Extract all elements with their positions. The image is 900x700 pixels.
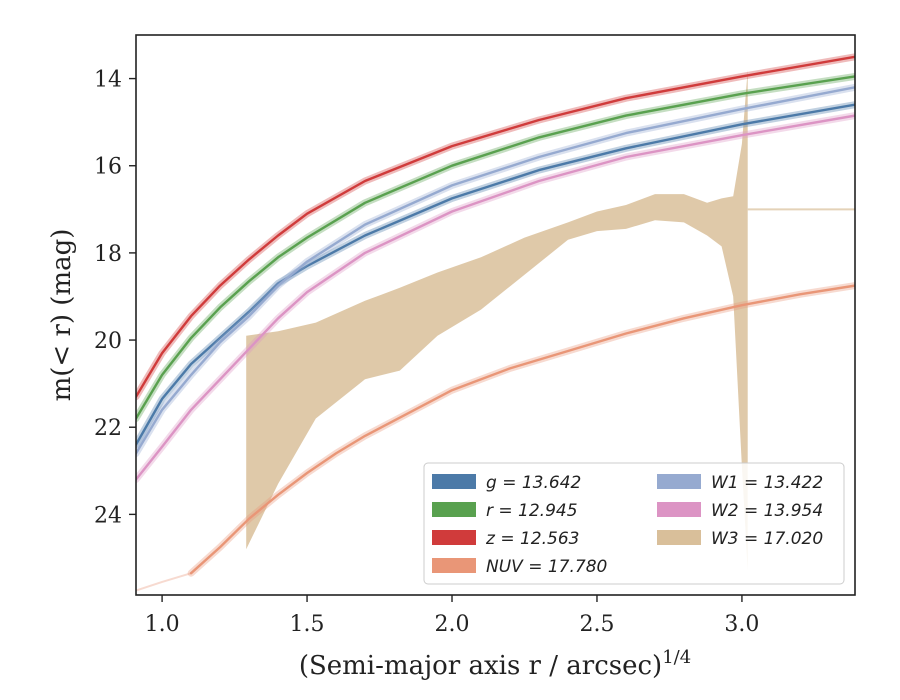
series-line-g-13-642 <box>136 103 855 446</box>
x-tick-label: 2.0 <box>435 612 470 637</box>
legend-label-nuv-17-780: NUV = 17.780 <box>486 557 607 577</box>
legend-swatch-r-12-945 <box>432 502 476 517</box>
plot-frame <box>135 34 856 596</box>
y-tick-label: 14 <box>94 68 122 93</box>
legend-swatch-nuv-17-780 <box>432 558 476 573</box>
y-axis: 14 16 18 20 22 24 <box>94 68 136 528</box>
series-line-r-12-945 <box>136 75 855 420</box>
series-line-w1-13-422 <box>136 86 855 455</box>
legend-swatch-w1-13-422 <box>657 474 701 489</box>
x-tick-label: 2.5 <box>579 612 614 637</box>
legend-label-w1-13-422: W1 = 13.422 <box>711 473 823 493</box>
series-extrapolation-nuv <box>136 572 192 592</box>
legend-label-z-12-563: z = 12.563 <box>485 529 579 549</box>
y-tick-label: 16 <box>94 155 122 180</box>
legend-swatch-w3-17-020 <box>657 530 701 545</box>
legend-label-r-12-945: r = 12.945 <box>486 501 578 521</box>
x-tick-label: 1.0 <box>145 612 180 637</box>
series-line-nuv-17-780 <box>189 284 855 575</box>
y-tick-label: 20 <box>94 329 122 354</box>
legend-box <box>423 462 845 585</box>
x-axis: 1.0 1.5 2.0 2.5 3.0 <box>145 595 759 637</box>
legend: g = 13.642 r = 12.945 z = 12.563 NUV = 17.7… <box>423 462 845 585</box>
plot-area <box>136 53 855 592</box>
band-w3-17-020 <box>246 69 748 572</box>
legend-label-w3-17-020: W3 = 17.020 <box>711 529 823 549</box>
legend-label-w2-13-954: W2 = 13.954 <box>711 501 823 521</box>
y-axis-label: m(< r) (mag) <box>47 229 77 402</box>
legend-swatch-z-12-563 <box>432 530 476 545</box>
legend-swatch-g-13-642 <box>432 474 476 489</box>
y-tick-label: 22 <box>94 416 122 441</box>
series-line-z-12-563 <box>136 55 855 398</box>
legend-label-g-13-642: g = 13.642 <box>486 473 581 493</box>
legend-swatch-w2-13-954 <box>657 502 701 517</box>
y-tick-label: 24 <box>94 503 122 528</box>
x-tick-label: 3.0 <box>724 612 759 637</box>
x-tick-label: 1.5 <box>290 612 325 637</box>
series-line-w2-13-954 <box>136 114 855 481</box>
y-tick-label: 18 <box>94 242 122 267</box>
x-axis-label: (Semi-major axis r / arcsec)1/4 <box>299 647 691 681</box>
